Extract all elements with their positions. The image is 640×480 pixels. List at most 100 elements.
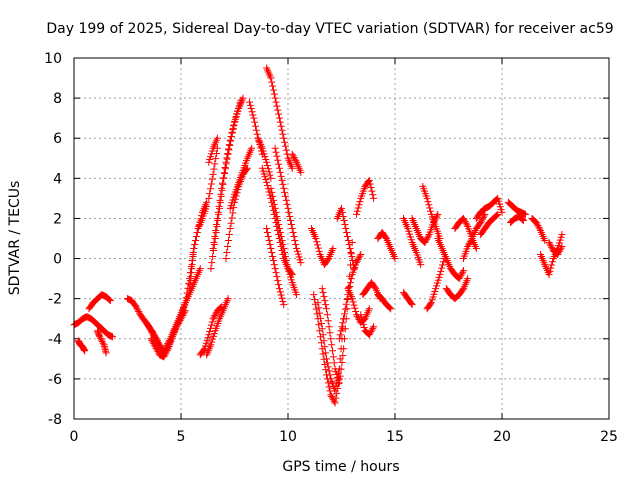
data-point bbox=[205, 194, 213, 202]
data-point bbox=[472, 245, 480, 253]
data-point bbox=[427, 207, 435, 215]
data-point bbox=[353, 312, 361, 320]
data-point bbox=[149, 338, 157, 346]
data-point bbox=[532, 218, 540, 226]
data-point bbox=[225, 145, 233, 153]
data-point bbox=[335, 379, 343, 387]
data-point bbox=[477, 217, 485, 225]
data-point bbox=[345, 241, 353, 249]
series-arc16 bbox=[205, 134, 221, 166]
data-point bbox=[132, 303, 140, 311]
data-point bbox=[267, 74, 275, 82]
data-point bbox=[106, 296, 114, 304]
data-point bbox=[269, 257, 277, 265]
data-point bbox=[273, 212, 281, 220]
data-point bbox=[342, 300, 350, 308]
data-point bbox=[263, 228, 271, 236]
chart-title: Day 199 of 2025, Sidereal Day-to-day VTE… bbox=[46, 21, 613, 37]
data-point bbox=[281, 192, 289, 200]
data-point bbox=[109, 333, 117, 341]
data-point bbox=[275, 114, 283, 122]
series-arc10 bbox=[186, 202, 211, 293]
series-arc3 bbox=[85, 291, 114, 313]
data-point bbox=[227, 133, 235, 141]
x-tick-label: 15 bbox=[386, 429, 404, 445]
data-point bbox=[96, 333, 104, 341]
data-point bbox=[324, 363, 332, 371]
data-point bbox=[276, 118, 284, 126]
data-point bbox=[224, 243, 232, 251]
data-point bbox=[290, 232, 298, 240]
data-point bbox=[464, 243, 472, 251]
data-point bbox=[210, 165, 218, 173]
data-point bbox=[330, 397, 338, 405]
data-point bbox=[218, 184, 226, 192]
data-point bbox=[263, 161, 271, 169]
data-point bbox=[365, 176, 373, 184]
data-point bbox=[464, 275, 472, 283]
data-point bbox=[251, 118, 259, 126]
data-point bbox=[354, 255, 362, 263]
series-arc49 bbox=[477, 210, 502, 238]
data-point bbox=[315, 304, 323, 312]
data-point bbox=[225, 141, 233, 149]
data-point bbox=[326, 371, 334, 379]
y-tick-label: 6 bbox=[53, 131, 62, 147]
data-point bbox=[274, 277, 282, 285]
data-point bbox=[275, 110, 283, 118]
data-point bbox=[358, 314, 366, 322]
data-point bbox=[289, 152, 297, 160]
data-point bbox=[207, 265, 215, 273]
series-arc46 bbox=[451, 214, 480, 253]
data-point bbox=[545, 239, 553, 247]
data-point bbox=[457, 271, 465, 279]
data-point bbox=[477, 218, 485, 226]
data-point bbox=[318, 325, 326, 333]
data-point bbox=[341, 305, 349, 313]
data-point bbox=[437, 267, 445, 275]
data-point bbox=[387, 305, 395, 313]
data-point bbox=[287, 216, 295, 224]
data-point bbox=[205, 331, 213, 339]
data-point bbox=[282, 196, 290, 204]
data-point bbox=[288, 164, 296, 172]
data-point bbox=[348, 295, 356, 303]
data-point bbox=[279, 180, 287, 188]
data-point bbox=[349, 298, 357, 306]
data-point bbox=[252, 126, 260, 134]
data-point bbox=[226, 224, 234, 232]
data-point bbox=[347, 249, 355, 257]
series-arc15 bbox=[205, 144, 221, 202]
data-point bbox=[324, 256, 332, 264]
data-point bbox=[282, 146, 290, 154]
data-point bbox=[407, 299, 415, 307]
data-point bbox=[382, 233, 390, 241]
data-point bbox=[351, 304, 359, 312]
data-point bbox=[325, 383, 333, 391]
data-point bbox=[146, 325, 154, 333]
data-point bbox=[465, 239, 473, 247]
data-point bbox=[328, 341, 336, 349]
data-point bbox=[210, 239, 218, 247]
data-point bbox=[310, 291, 318, 299]
data-point bbox=[217, 190, 225, 198]
data-point bbox=[273, 102, 281, 110]
data-point bbox=[134, 306, 142, 314]
data-point bbox=[425, 201, 433, 209]
data-point bbox=[283, 200, 291, 208]
data-point bbox=[492, 212, 500, 220]
data-point bbox=[365, 305, 373, 313]
data-point bbox=[338, 208, 346, 216]
x-axis-label: GPS time / hours bbox=[282, 459, 399, 475]
data-point bbox=[352, 210, 360, 218]
data-point bbox=[360, 324, 368, 332]
data-point bbox=[192, 237, 200, 245]
data-point bbox=[251, 122, 259, 130]
data-point bbox=[340, 216, 348, 224]
data-point bbox=[417, 261, 425, 269]
data-point bbox=[371, 283, 379, 291]
data-point bbox=[135, 308, 143, 316]
data-point bbox=[133, 304, 141, 312]
data-point bbox=[533, 220, 541, 228]
data-point bbox=[276, 228, 284, 236]
